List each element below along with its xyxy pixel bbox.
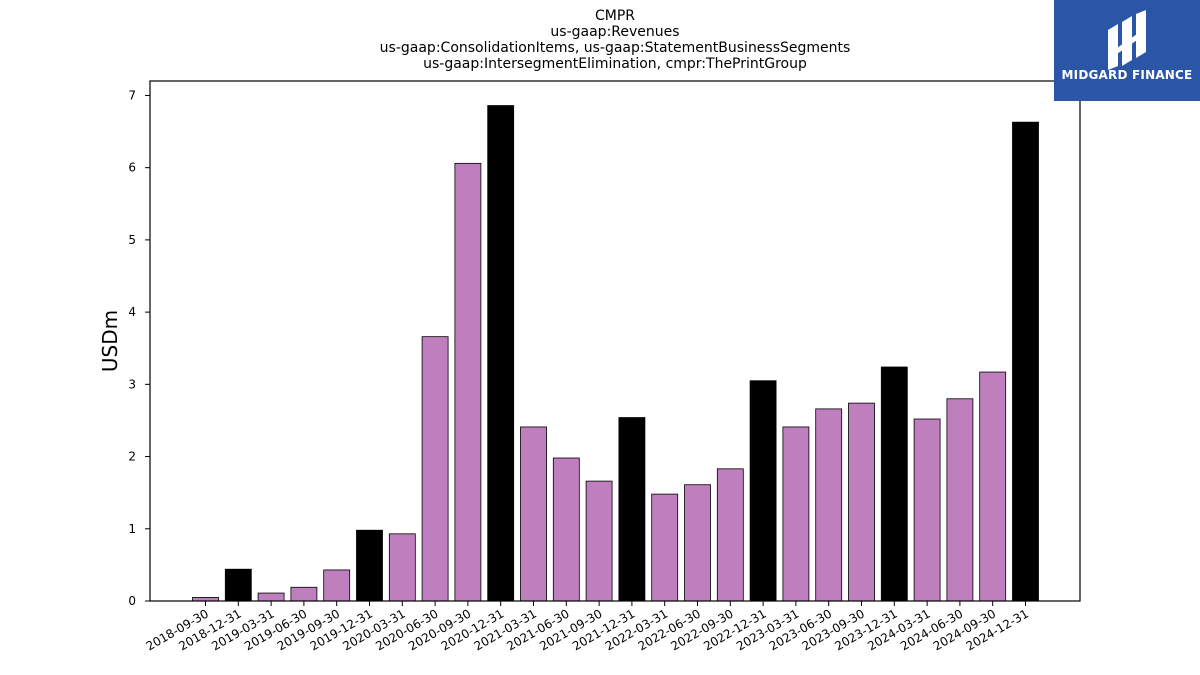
bar: [1012, 121, 1039, 602]
bar: [487, 105, 515, 602]
bar: [323, 569, 351, 602]
bar: [913, 418, 941, 602]
bar: [716, 468, 744, 602]
title-line: us-gaap:ConsolidationItems, us-gaap:Stat…: [380, 40, 851, 56]
bar: [880, 366, 908, 602]
bars: [192, 105, 1039, 602]
bar: [782, 426, 810, 602]
y-tick-label: 0: [128, 594, 136, 608]
title-line: us-gaap:IntersegmentElimination, cmpr:Th…: [423, 56, 807, 72]
bar: [618, 417, 646, 602]
title-line: us-gaap:Revenues: [550, 24, 679, 40]
bar: [585, 480, 613, 602]
x-axis-ticks: 2018-09-302018-12-312019-03-312019-06-30…: [144, 601, 1031, 653]
midgard-logo-icon: [1108, 10, 1146, 70]
midgard-logo: MIDGARD FINANCE: [1054, 0, 1200, 101]
bar: [848, 402, 875, 602]
y-tick-label: 2: [128, 450, 136, 464]
bar: [421, 336, 449, 602]
chart-title: CMPRus-gaap:Revenuesus-gaap:Consolidatio…: [380, 8, 851, 72]
y-axis-label: USDm: [98, 310, 122, 372]
y-tick-label: 5: [128, 233, 136, 247]
bar: [651, 493, 679, 602]
bar: [257, 592, 285, 602]
bar: [290, 586, 318, 602]
bar: [224, 568, 252, 602]
bar: [815, 408, 843, 602]
bar: [520, 426, 547, 602]
bar: [356, 529, 383, 602]
y-tick-label: 7: [128, 88, 136, 102]
y-tick-label: 1: [128, 522, 136, 536]
bar: [454, 162, 482, 602]
bar: [946, 398, 974, 602]
y-axis-ticks: 0 1 2 3 4 5 6 7: [128, 88, 150, 608]
y-tick-label: 3: [128, 377, 136, 391]
bar: [749, 380, 777, 602]
y-tick-label: 6: [128, 161, 136, 175]
title-line: CMPR: [595, 8, 635, 24]
bar: [684, 484, 711, 602]
bar: [388, 533, 416, 602]
logo-text: MIDGARD FINANCE: [1061, 68, 1193, 82]
plot-frame: [149, 80, 1081, 602]
y-tick-label: 4: [128, 305, 136, 319]
bar: [979, 371, 1007, 602]
bar: [552, 457, 580, 602]
